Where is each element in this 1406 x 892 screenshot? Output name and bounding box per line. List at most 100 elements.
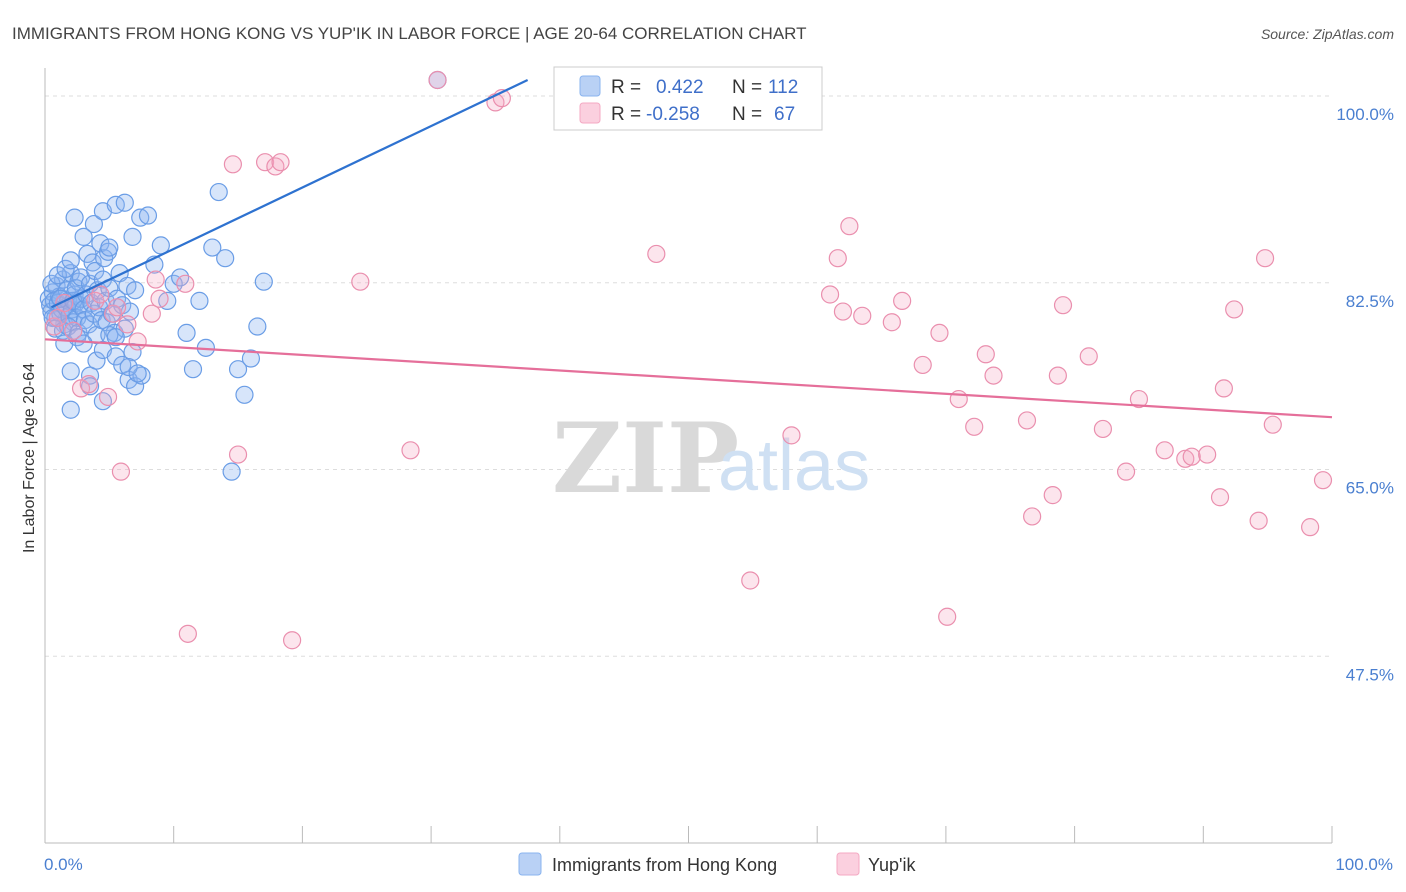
scatter-point xyxy=(61,400,80,419)
scatter-point xyxy=(79,375,98,394)
scatter-point xyxy=(183,360,203,379)
scatter-point xyxy=(100,238,119,257)
y-axis-label: In Labor Force | Age 20-64 xyxy=(21,363,38,553)
legend-n-value-2: 67 xyxy=(774,104,795,125)
scatter-point xyxy=(64,321,83,340)
scatter-point xyxy=(1116,462,1136,481)
x-tick-label: 0.0% xyxy=(44,855,83,874)
series-yupik xyxy=(44,70,1333,650)
scatter-point xyxy=(428,70,447,90)
scatter-point xyxy=(44,317,64,336)
scatter-point xyxy=(1225,300,1244,319)
scatter-point xyxy=(228,360,248,379)
scatter-point xyxy=(840,217,859,236)
scatter-point xyxy=(118,315,137,334)
series-layer xyxy=(39,70,1333,650)
scatter-point xyxy=(254,272,273,291)
scatter-point xyxy=(228,445,248,464)
scatter-point xyxy=(984,366,1003,385)
scatter-point xyxy=(1093,419,1113,439)
watermark-zip: ZIP xyxy=(552,402,739,515)
scatter-point xyxy=(1053,296,1073,315)
scatter-point xyxy=(65,208,84,227)
legend-swatch-hong-kong xyxy=(579,75,601,97)
scatter-point xyxy=(222,462,241,481)
scatter-point xyxy=(128,332,147,351)
scatter-point xyxy=(216,249,235,268)
scatter-point xyxy=(1214,379,1233,398)
trend-line-hong-kong xyxy=(50,79,529,309)
legend-r-value-2: -0.258 xyxy=(646,104,700,125)
y-tick-label: 65.0% xyxy=(1346,479,1394,498)
scatter-point xyxy=(123,227,142,246)
scatter-point xyxy=(647,244,666,264)
scatter-point xyxy=(115,193,134,212)
scatter-point xyxy=(255,153,275,172)
legend-n-label-1: N = xyxy=(732,77,762,98)
scatter-point xyxy=(1017,411,1037,430)
bottom-legend: Immigrants from Hong Kong Yup'ik xyxy=(518,852,916,876)
scatter-point xyxy=(401,441,420,460)
scatter-point xyxy=(976,345,995,364)
scatter-point xyxy=(74,334,93,353)
scatter-point xyxy=(106,328,125,347)
scatter-point xyxy=(1301,518,1320,537)
scatter-point xyxy=(91,285,110,304)
x-axis-ticks xyxy=(173,826,1333,843)
legend-r-label-2: R = xyxy=(611,104,641,125)
watermark: ZIP atlas xyxy=(552,402,870,515)
scatter-point xyxy=(782,426,801,445)
scatter-point xyxy=(1198,445,1217,464)
scatter-point xyxy=(61,251,80,270)
scatter-point xyxy=(1129,389,1149,409)
trend-line-yupik xyxy=(44,338,1333,419)
chart-title: IMMIGRANTS FROM HONG KONG VS YUP'IK IN L… xyxy=(12,24,807,43)
bottom-legend-swatch-yupik xyxy=(836,852,860,876)
scatter-point xyxy=(176,274,195,293)
scatter-point xyxy=(1210,488,1230,507)
scatter-point xyxy=(61,362,80,381)
scatter-point xyxy=(882,313,901,332)
bottom-legend-swatch-hong-kong xyxy=(518,852,542,876)
scatter-point xyxy=(965,417,984,436)
trend-layer xyxy=(44,79,1333,419)
legend-box: R = 0.422 N = 112 R = -0.258 N = 67 xyxy=(553,66,823,131)
scatter-point xyxy=(1155,441,1174,460)
bottom-legend-label-yupik: Yup'ik xyxy=(868,855,916,875)
scatter-point xyxy=(74,227,93,246)
bottom-legend-label-hong-kong: Immigrants from Hong Kong xyxy=(552,855,777,875)
y-tick-label: 82.5% xyxy=(1346,292,1394,311)
scatter-point xyxy=(146,270,165,289)
scatter-point xyxy=(1079,347,1098,366)
scatter-point xyxy=(178,624,197,643)
scatter-point xyxy=(142,304,161,323)
scatter-point xyxy=(949,389,968,409)
scatter-point xyxy=(938,607,957,626)
scatter-point xyxy=(913,355,932,375)
x-tick-labels: 0.0% 100.0% xyxy=(44,855,1393,874)
scatter-point xyxy=(48,308,67,328)
scatter-point xyxy=(128,364,147,383)
scatter-point xyxy=(150,289,169,308)
scatter-point xyxy=(1263,415,1282,434)
chart-source: Source: ZipAtlas.com xyxy=(1261,26,1394,42)
legend-n-value-1: 112 xyxy=(768,77,798,98)
scatter-point xyxy=(177,323,196,343)
scatter-point xyxy=(125,281,145,300)
y-tick-label: 47.5% xyxy=(1346,665,1394,684)
legend-r-label-1: R = xyxy=(611,77,641,98)
scatter-point xyxy=(1249,511,1268,530)
scatter-point xyxy=(241,349,261,368)
scatter-point xyxy=(235,385,254,404)
y-tick-labels: 100.0% 82.5% 65.0% 47.5% xyxy=(1336,105,1394,684)
scatter-point xyxy=(209,182,228,202)
scatter-point xyxy=(741,571,760,590)
scatter-point xyxy=(119,357,138,377)
scatter-point xyxy=(87,351,106,370)
scatter-point xyxy=(828,249,847,268)
scatter-point xyxy=(190,291,209,310)
series-hong-kong xyxy=(39,70,447,481)
scatter-point xyxy=(1313,471,1333,490)
scatter-point xyxy=(1182,447,1201,466)
legend-r-value-1: 0.422 xyxy=(656,77,704,98)
